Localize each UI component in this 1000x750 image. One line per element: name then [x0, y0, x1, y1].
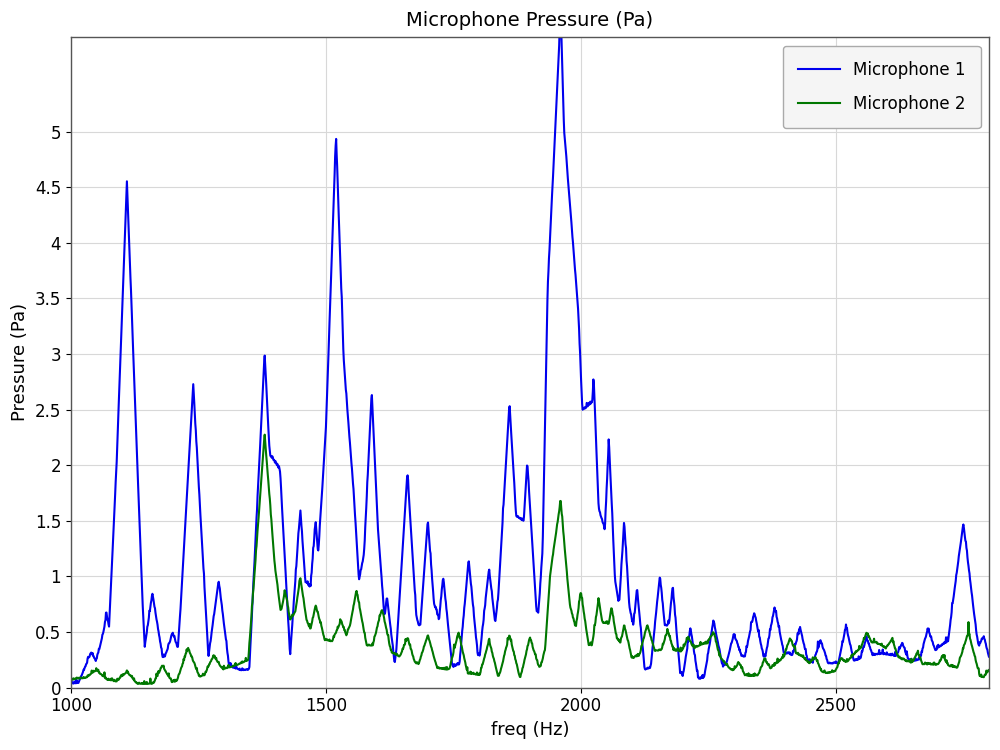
- X-axis label: freq (Hz): freq (Hz): [491, 721, 569, 739]
- Microphone 1: [65, 679, 77, 688]
- Microphone 2: [983, 665, 995, 674]
- Microphone 2: [409, 658, 421, 667]
- Microphone 1: [444, 645, 456, 654]
- Microphone 1: [440, 598, 452, 607]
- Y-axis label: Pressure (Pa): Pressure (Pa): [11, 303, 29, 422]
- Line: Microphone 1: Microphone 1: [71, 8, 989, 683]
- Microphone 2: [692, 641, 704, 650]
- Microphone 2: [137, 680, 149, 688]
- Microphone 2: [65, 674, 77, 682]
- Microphone 1: [118, 258, 130, 267]
- Microphone 2: [117, 670, 129, 679]
- Microphone 1: [68, 679, 80, 688]
- Microphone 2: [440, 665, 452, 674]
- Microphone 1: [261, 400, 273, 410]
- Legend: Microphone 1, Microphone 2: Microphone 1, Microphone 2: [783, 46, 981, 128]
- Microphone 2: [445, 658, 457, 667]
- Microphone 2: [259, 430, 271, 439]
- Title: Microphone Pressure (Pa): Microphone Pressure (Pa): [406, 11, 653, 30]
- Microphone 1: [983, 652, 995, 661]
- Microphone 1: [692, 672, 704, 681]
- Microphone 2: [262, 470, 274, 479]
- Microphone 1: [409, 586, 421, 595]
- Line: Microphone 2: Microphone 2: [71, 435, 989, 684]
- Microphone 1: [554, 3, 566, 12]
